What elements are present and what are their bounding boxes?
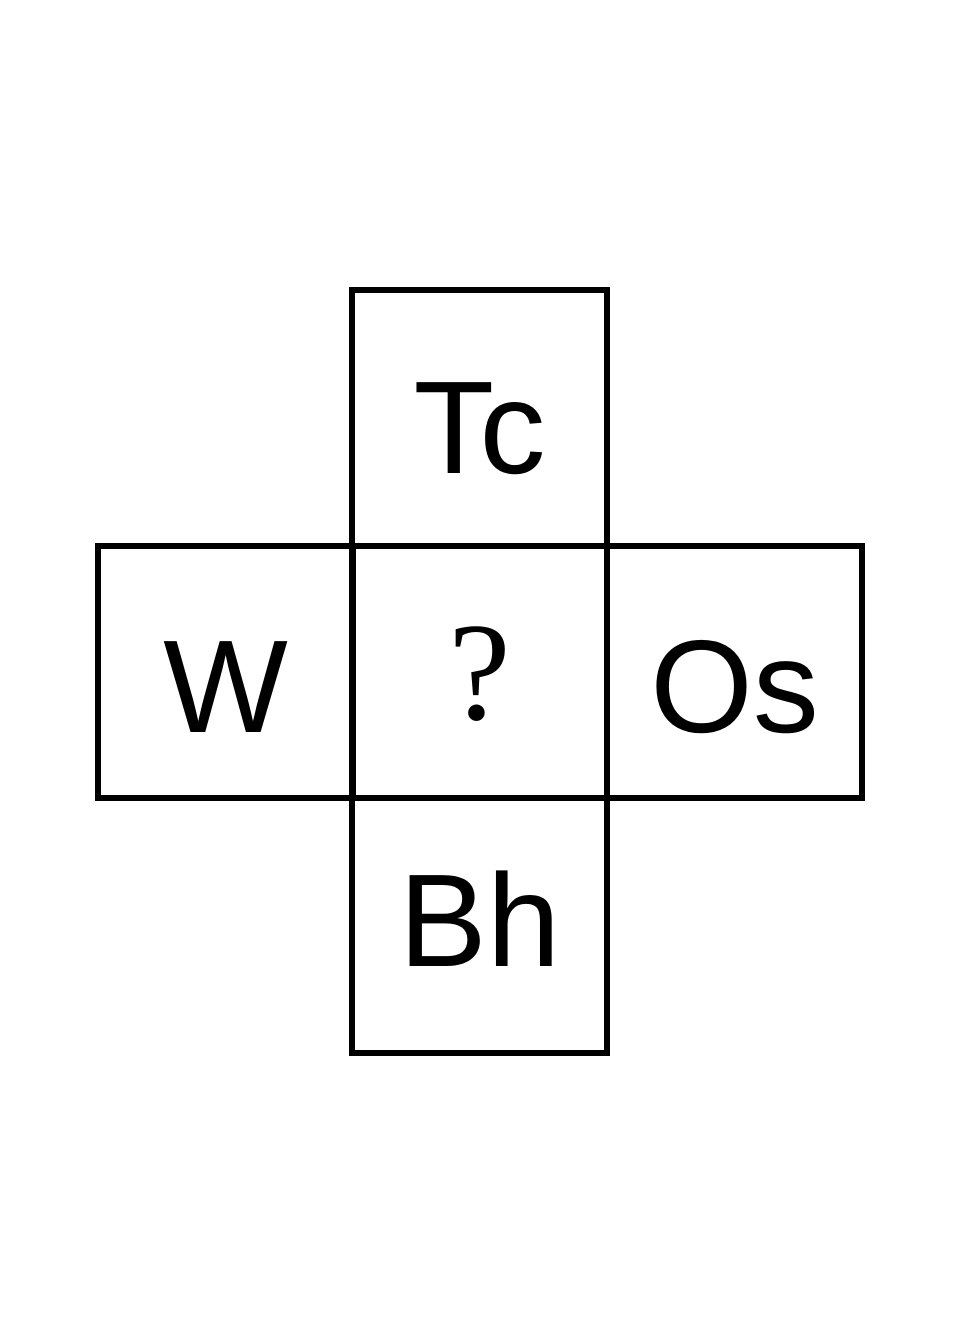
cell-bottom-label: Bh	[398, 846, 561, 994]
cell-top-label: Tc	[413, 354, 546, 501]
cross-grid: Tc W ? Os Bh	[95, 287, 865, 1056]
cell-right-label: Os	[650, 613, 819, 760]
cell-center-label: ?	[448, 595, 511, 750]
cell-right: Os	[604, 543, 865, 801]
cell-left-label: W	[163, 613, 288, 760]
cell-left: W	[95, 543, 356, 801]
cell-top: Tc	[349, 287, 610, 549]
cell-bottom: Bh	[349, 795, 610, 1056]
cell-center: ?	[349, 543, 610, 801]
